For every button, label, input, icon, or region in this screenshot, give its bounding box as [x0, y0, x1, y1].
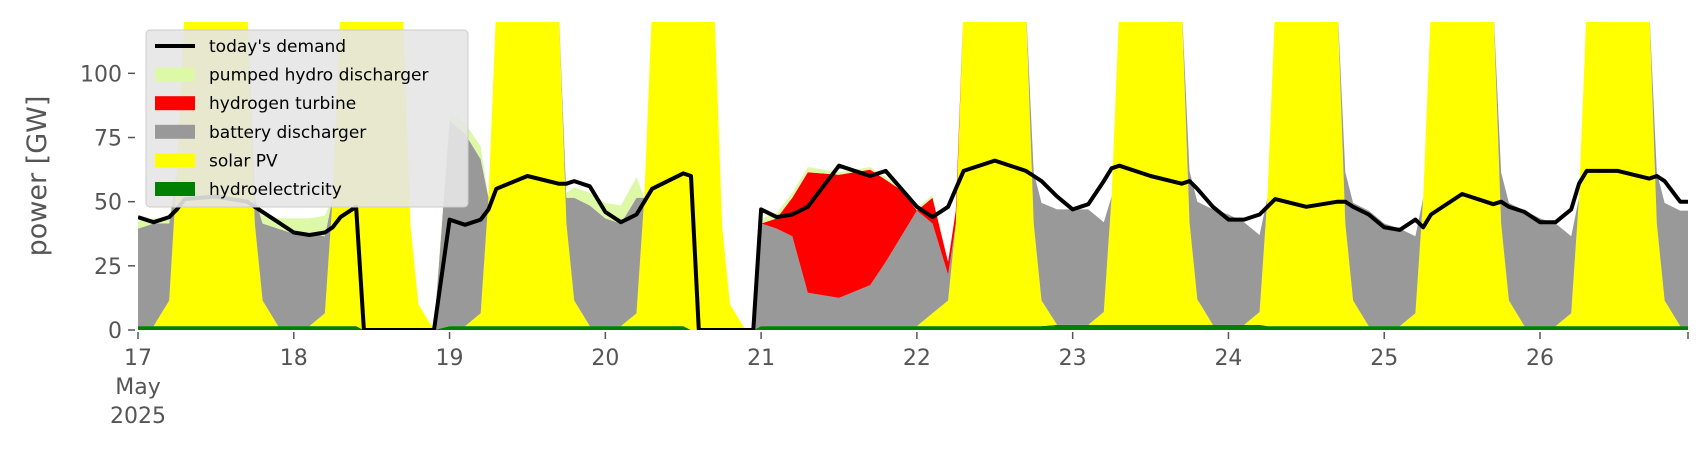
legend: today's demand pumped hydro discharger hyd… [145, 29, 469, 208]
x-tick-label: 18 [280, 346, 308, 371]
y-tick-label: 100 [80, 62, 122, 87]
x-tick-label: 17 May 2025 [110, 346, 166, 429]
x-tick-label: 19 [436, 346, 464, 371]
y-tick-label: 25 [94, 255, 122, 280]
x-tick-label: 24 [1214, 346, 1242, 371]
area-solar-pv [138, 22, 1688, 330]
x-tick-label: 22 [903, 346, 931, 371]
y-tick-label: 0 [108, 319, 122, 344]
x-tick-label: 23 [1059, 346, 1087, 371]
legend-label-hydrogen-turbine: hydrogen turbine [209, 94, 356, 114]
x-tick-label: 20 [591, 346, 619, 371]
x-tick-label: 21 [747, 346, 775, 371]
y-tick-label: 75 [94, 127, 122, 152]
y-axis-label: power [GW] [22, 96, 53, 257]
legend-swatch-pumped-hydro-discharger [155, 67, 195, 82]
legend-swatch-hydroelectricity [155, 182, 195, 196]
area-hydroelectricity [138, 324, 1688, 330]
demand-line-layer [138, 158, 1688, 330]
axes: 0 25 50 75 100 17 May 2025 18 19 20 21 22 23 24 25 26 [80, 62, 1689, 429]
legend-label-battery-discharger: battery discharger [209, 123, 366, 143]
legend-swatch-hydrogen-turbine [155, 96, 195, 111]
legend-label-pumped-hydro-discharger: pumped hydro discharger [209, 66, 428, 86]
x-tick-label: 25 [1370, 346, 1398, 371]
legend-swatch-battery-discharger [155, 124, 195, 139]
legend-label-solar-pv: solar PV [209, 151, 278, 171]
x-tick-label: 26 [1526, 346, 1554, 371]
legend-label-hydroelectricity: hydroelectricity [209, 180, 342, 200]
legend-box [145, 29, 469, 208]
legend-label-today-s-demand: today's demand [209, 37, 346, 57]
line-today-s-demand [138, 158, 1688, 330]
legend-swatch-solar-pv [155, 153, 195, 168]
y-tick-label: 50 [94, 191, 122, 216]
